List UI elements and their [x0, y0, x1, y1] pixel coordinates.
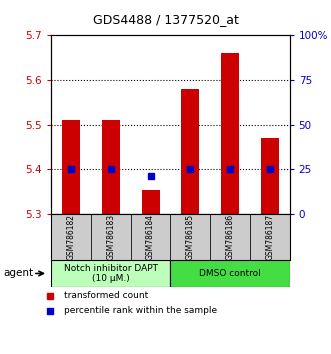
Text: GSM786183: GSM786183: [106, 214, 116, 260]
Bar: [142, 190, 160, 214]
Text: GSM786182: GSM786182: [67, 214, 76, 260]
Bar: [131, 214, 170, 260]
Bar: [170, 260, 290, 287]
Text: agent: agent: [3, 268, 33, 279]
Bar: [221, 53, 239, 214]
Bar: [181, 89, 199, 214]
Text: GSM786186: GSM786186: [225, 214, 235, 260]
Text: GDS4488 / 1377520_at: GDS4488 / 1377520_at: [93, 13, 238, 26]
Bar: [250, 214, 290, 260]
Bar: [51, 214, 91, 260]
Bar: [51, 260, 170, 287]
Text: Notch inhibitor DAPT
(10 μM.): Notch inhibitor DAPT (10 μM.): [64, 264, 158, 283]
Bar: [170, 214, 210, 260]
Text: transformed count: transformed count: [64, 291, 149, 300]
Text: DMSO control: DMSO control: [199, 269, 261, 278]
Text: GSM786184: GSM786184: [146, 214, 155, 260]
Bar: [261, 138, 279, 214]
Text: GSM786185: GSM786185: [186, 214, 195, 260]
Bar: [91, 214, 131, 260]
Text: GSM786187: GSM786187: [265, 214, 274, 260]
Bar: [62, 120, 80, 214]
Text: percentile rank within the sample: percentile rank within the sample: [64, 306, 217, 315]
Bar: [210, 214, 250, 260]
Bar: [102, 120, 120, 214]
